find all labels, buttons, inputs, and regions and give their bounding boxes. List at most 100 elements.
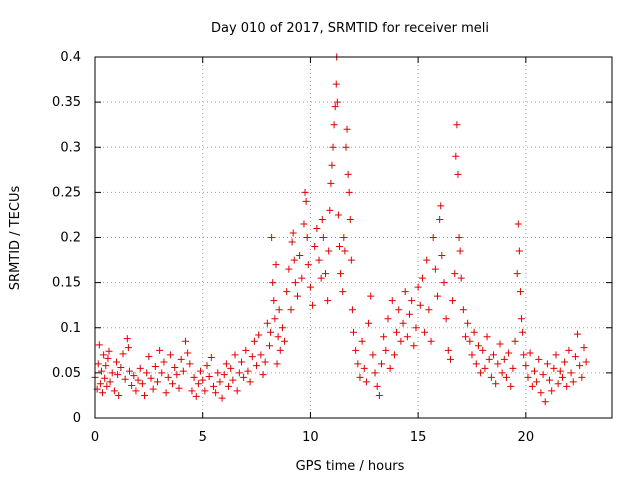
data-point [328, 161, 336, 169]
data-point [459, 306, 467, 314]
data-point [554, 380, 562, 388]
data-point [440, 279, 448, 287]
data-point [255, 331, 263, 339]
data-point [487, 373, 495, 381]
y-tick-label: 0 [73, 411, 81, 426]
data-point [99, 389, 107, 397]
data-point [466, 337, 474, 345]
data-point [330, 121, 338, 129]
data-point [348, 306, 356, 314]
data-point [321, 270, 329, 278]
data-point [382, 346, 390, 354]
data-point [425, 306, 433, 314]
data-point [179, 367, 187, 375]
data-point [315, 256, 323, 264]
data-point [173, 371, 181, 379]
data-point [345, 188, 353, 196]
data-point [166, 351, 174, 359]
data-point [117, 363, 125, 371]
data-point [365, 319, 373, 327]
data-point [229, 376, 237, 384]
data-point [130, 372, 138, 380]
data-point [272, 261, 280, 269]
data-point [271, 315, 279, 323]
chart-title: Day 010 of 2017, SRMTID for receiver mel… [211, 21, 489, 36]
data-point [477, 369, 485, 377]
data-point [537, 389, 545, 397]
x-tick-label: 20 [518, 430, 535, 445]
data-point [327, 179, 335, 187]
y-tick-label: 0.05 [52, 366, 81, 381]
data-point [205, 372, 213, 380]
data-point [344, 170, 352, 178]
data-point [319, 234, 327, 241]
data-point [275, 306, 283, 314]
data-point [298, 274, 306, 282]
data-point [456, 247, 464, 255]
data-point [263, 319, 271, 327]
data-point [287, 306, 295, 314]
data-point [558, 373, 566, 381]
data-point [561, 358, 569, 366]
data-point [481, 364, 489, 372]
data-point [267, 328, 275, 336]
data-point [95, 341, 103, 349]
data-point [339, 288, 347, 296]
x-axis-label: GPS time / hours [296, 459, 405, 474]
data-point [156, 346, 164, 354]
y-tick-label: 0.25 [52, 185, 81, 200]
data-point [184, 349, 192, 357]
data-point [288, 238, 296, 246]
data-point [454, 170, 462, 178]
data-point [177, 355, 185, 363]
data-point [212, 389, 220, 397]
data-point [194, 380, 202, 388]
data-point [164, 373, 172, 381]
data-point [276, 346, 284, 354]
data-point [507, 382, 515, 390]
data-point [108, 369, 116, 377]
data-point [207, 354, 215, 362]
data-point [569, 378, 577, 386]
data-point [235, 369, 243, 377]
data-point [309, 301, 317, 309]
data-point [470, 328, 478, 336]
data-point [306, 283, 314, 291]
data-point [311, 243, 319, 251]
data-point [257, 351, 265, 359]
data-point [274, 333, 282, 341]
data-point [233, 387, 241, 395]
data-point [158, 369, 166, 377]
data-point [496, 340, 504, 348]
data-point [326, 206, 334, 214]
data-point [442, 315, 450, 323]
data-point [192, 392, 200, 400]
data-point [367, 292, 375, 300]
data-point [269, 279, 277, 287]
data-point [414, 283, 422, 291]
data-point [222, 360, 230, 368]
data-point [290, 256, 298, 264]
data-point [121, 375, 129, 383]
data-point [380, 333, 388, 341]
data-point [160, 358, 168, 366]
data-point [138, 380, 146, 388]
data-point [576, 362, 584, 370]
data-point [300, 220, 308, 228]
data-point [524, 373, 532, 381]
data-point [378, 360, 386, 368]
data-point [490, 351, 498, 359]
data-point [429, 234, 437, 241]
data-point [412, 324, 420, 332]
data-point [242, 346, 250, 354]
data-point [141, 391, 149, 399]
data-point [369, 351, 377, 359]
data-point [231, 351, 239, 359]
y-tick-label: 0.1 [60, 321, 81, 336]
data-point [520, 351, 528, 359]
data-point [199, 376, 207, 384]
data-point [472, 360, 480, 368]
data-point [390, 351, 398, 359]
data-point [423, 256, 431, 264]
